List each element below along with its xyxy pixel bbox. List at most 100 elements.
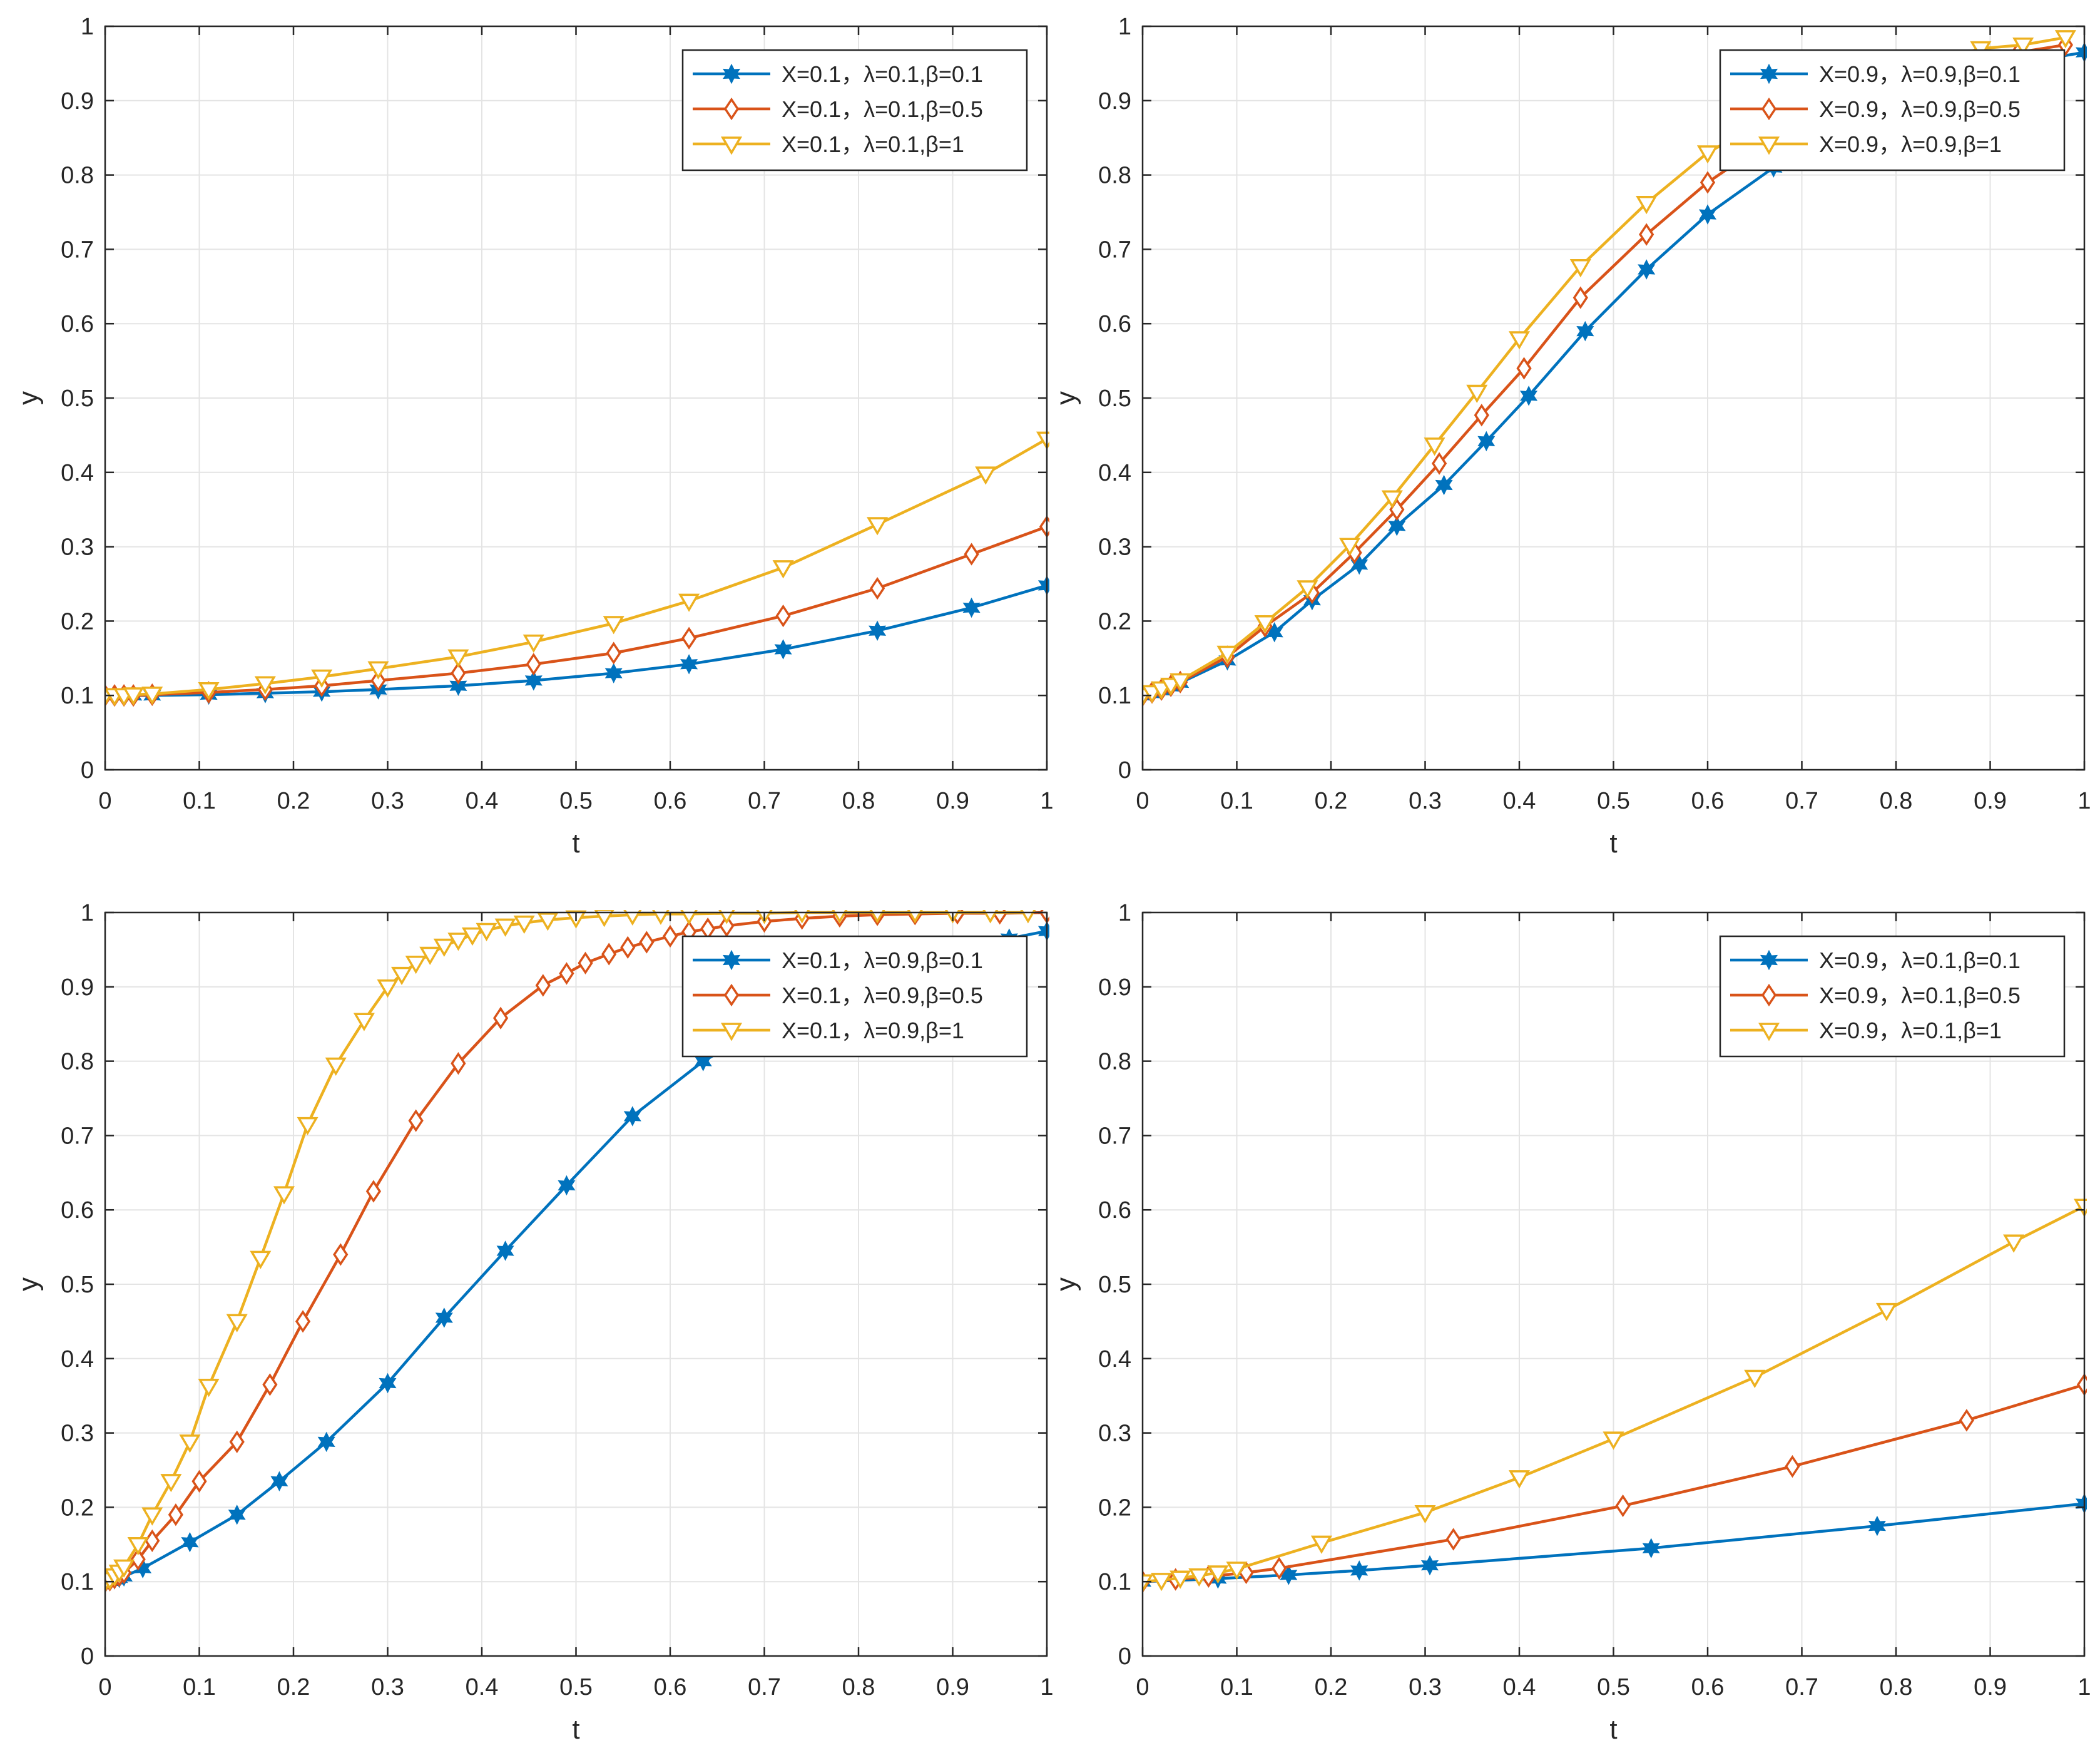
legend-entry-label: X=0.1，λ=0.9,β=0.1 [782, 948, 983, 973]
data-point [772, 560, 794, 579]
x-axis-label: t [572, 828, 579, 859]
y-tick-label: 0.2 [1098, 1495, 1131, 1521]
data-point [447, 649, 469, 668]
data-point [496, 1240, 514, 1261]
data-point [2012, 37, 2034, 56]
x-tick-label: 0.6 [654, 1674, 687, 1700]
y-tick-label: 0.9 [61, 974, 94, 1001]
y-tick-label: 0.4 [1098, 460, 1131, 486]
data-point [680, 654, 698, 675]
data-point [1310, 1535, 1332, 1554]
data-point [370, 669, 386, 692]
y-axis-label: y [1051, 1277, 1081, 1291]
y-tick-label: 0.8 [1098, 163, 1131, 189]
data-point [604, 663, 623, 683]
data-point [1188, 1568, 1210, 1587]
x-tick-label: 0.9 [1974, 1674, 2007, 1700]
legend-marker [720, 136, 743, 155]
data-point [451, 1052, 466, 1075]
y-tick-label: 0.7 [61, 237, 94, 263]
x-tick-label: 0 [98, 788, 111, 814]
x-tick-label: 0.1 [1220, 1674, 1253, 1700]
data-point [1435, 474, 1453, 496]
chart-panel-3: 0 0.1 0.2 0.3 0.4 0.5 0.6 0.7 0.8 0.9 1 0 0.1 0.2 0.3 0… [13, 900, 1054, 1745]
x-tick-label: 0.2 [277, 788, 310, 814]
y-tick-label: 1 [1118, 14, 1131, 40]
y-tick-label: 0.4 [1098, 1346, 1131, 1372]
data-point [494, 918, 516, 937]
data-point [681, 626, 697, 650]
data-point [405, 956, 427, 974]
x-tick-label: 0.1 [183, 788, 216, 814]
data-point [130, 1548, 146, 1571]
legend-entry-label: X=0.1，λ=0.1,β=0.1 [782, 61, 983, 87]
y-tick-label: 0.1 [1098, 1569, 1131, 1595]
x-tick-label: 0.6 [1691, 1674, 1725, 1700]
x-tick-label: 0 [98, 1674, 111, 1700]
y-tick-label: 1 [81, 900, 94, 926]
legend: X=0.9，λ=0.9,β=0.1 X=0.9，λ=0.9,β=0.5 X=0.9，… [1719, 49, 2066, 171]
legend: X=0.1，λ=0.9,β=0.1 X=0.1，λ=0.9,β=0.5 X=0.1，… [681, 935, 1028, 1058]
data-point [774, 639, 792, 660]
data-point [198, 1379, 220, 1398]
legend-entry-label: X=0.1，λ=0.1,β=0.5 [782, 96, 983, 122]
y-tick-label: 0.9 [1098, 974, 1131, 1001]
data-point [1424, 437, 1445, 456]
data-point [1875, 1302, 1897, 1322]
data-point [1696, 145, 1719, 164]
y-tick-label: 0.5 [1098, 386, 1131, 412]
data-point [1569, 258, 1591, 278]
x-tick-label: 0.3 [1409, 788, 1442, 814]
data-point [333, 1243, 349, 1266]
legend-entry-label: X=0.9，λ=0.9,β=1 [1819, 131, 2002, 157]
legend-marker [723, 983, 740, 1007]
legend-marker [1761, 97, 1777, 121]
y-tick-label: 0.8 [61, 163, 94, 189]
data-point [867, 517, 889, 536]
data-point [1508, 331, 1531, 350]
data-point [1414, 1505, 1436, 1524]
y-tick-label: 0.3 [1098, 1421, 1131, 1447]
data-point [262, 1373, 278, 1396]
y-tick-label: 0 [1118, 1643, 1131, 1670]
data-point [1431, 452, 1447, 475]
data-point [594, 910, 614, 928]
data-point [250, 1250, 272, 1269]
data-point [662, 924, 678, 948]
y-tick-label: 0.4 [61, 1346, 94, 1372]
x-tick-label: 0.9 [936, 788, 969, 814]
data-point [127, 1537, 149, 1556]
y-tick-label: 0.1 [61, 1569, 94, 1595]
x-tick-label: 0.4 [466, 1674, 499, 1700]
data-point [447, 933, 469, 951]
data-point [325, 1057, 347, 1076]
y-tick-label: 0.2 [1098, 608, 1131, 635]
data-point [1420, 1555, 1439, 1576]
x-tick-label: 0 [1136, 788, 1149, 814]
y-tick-label: 0.8 [1098, 1049, 1131, 1075]
legend-marker [723, 97, 740, 121]
x-tick-label: 0.3 [371, 1674, 404, 1700]
data-point [435, 1307, 453, 1328]
data-point [1576, 320, 1594, 342]
data-point [2054, 30, 2076, 49]
data-point [113, 1559, 135, 1578]
legend-marker [722, 63, 741, 84]
y-tick-label: 0 [81, 1643, 94, 1670]
legend-marker [1758, 136, 1780, 155]
x-tick-label: 0.5 [1597, 1674, 1630, 1700]
y-tick-label: 0.9 [61, 88, 94, 115]
data-point [1959, 1409, 1974, 1432]
chart-panel-2: 0 0.1 0.2 0.3 0.4 0.5 0.6 0.7 0.8 0.9 1 0 0.1 0.2 0.3 0… [1051, 14, 2091, 859]
data-point [226, 1314, 248, 1332]
data-point [1642, 1538, 1660, 1558]
data-point [537, 912, 559, 931]
data-point [1388, 516, 1406, 536]
data-point [1297, 580, 1318, 599]
y-tick-label: 0.3 [61, 534, 94, 561]
data-point [1698, 204, 1717, 225]
y-tick-label: 0.9 [1098, 88, 1131, 115]
legend: X=0.1，λ=0.1,β=0.1 X=0.1，λ=0.1,β=0.5 X=0.1，… [681, 49, 1028, 171]
x-tick-label: 1 [1040, 1674, 1053, 1700]
series-line-1 [1143, 1502, 2085, 1583]
